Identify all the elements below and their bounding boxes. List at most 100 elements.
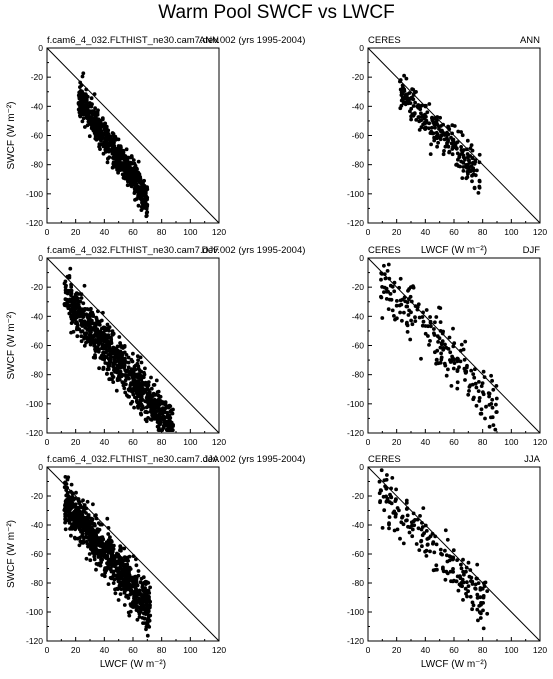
data-point [77, 511, 82, 516]
data-point [64, 504, 68, 508]
data-point [149, 395, 153, 400]
data-point [135, 617, 140, 622]
data-point [84, 531, 89, 536]
panel-title-left: f.cam6_4_032.FLTHIST_ne30.cam7.dev.002 (… [47, 454, 305, 465]
data-point [78, 518, 82, 523]
data-point [444, 373, 449, 378]
data-point [135, 354, 140, 359]
data-point [458, 583, 463, 588]
data-point [387, 276, 392, 281]
data-point [429, 125, 434, 130]
data-point [463, 339, 468, 344]
data-point [156, 406, 161, 411]
data-point [424, 548, 429, 553]
data-point [481, 595, 486, 600]
data-point [137, 596, 142, 601]
data-point [384, 486, 389, 491]
data-point [111, 156, 116, 161]
data-point [430, 116, 434, 121]
data-point [392, 314, 396, 318]
data-point [96, 550, 100, 554]
data-point [76, 497, 80, 502]
data-point [426, 536, 431, 540]
data-point [487, 403, 492, 407]
data-point [476, 389, 481, 393]
data-point [477, 160, 482, 165]
data-point [399, 103, 404, 108]
data-point [461, 580, 466, 585]
data-point [85, 525, 89, 530]
data-point [105, 326, 110, 330]
data-point [78, 307, 83, 311]
data-point [126, 175, 131, 180]
data-point [387, 526, 391, 531]
data-point [407, 91, 412, 95]
data-point [444, 345, 449, 350]
y-tick-label: 0 [359, 462, 364, 472]
data-point [87, 332, 92, 337]
data-point [105, 322, 110, 327]
data-point [438, 115, 442, 120]
data-point [124, 582, 129, 587]
data-point [133, 169, 138, 174]
data-point [155, 390, 160, 394]
data-point [406, 313, 411, 317]
data-point [466, 584, 471, 588]
data-point [464, 569, 468, 574]
data-point [389, 486, 393, 491]
data-point [433, 320, 437, 325]
data-point [410, 534, 415, 539]
data-point [382, 290, 386, 294]
data-point [117, 578, 121, 583]
one-to-one-line [46, 47, 220, 224]
data-point [68, 289, 72, 293]
data-point [457, 365, 461, 369]
data-point [425, 110, 430, 115]
data-point [377, 491, 382, 496]
data-point [131, 392, 136, 397]
data-point [383, 276, 388, 281]
data-point [146, 617, 151, 622]
data-point [76, 523, 81, 527]
data-point [444, 569, 449, 574]
data-point [109, 539, 114, 544]
data-point [116, 367, 120, 371]
data-point [494, 410, 499, 414]
y-tick-label: -120 [26, 428, 43, 438]
data-point [81, 116, 86, 121]
data-point [434, 563, 439, 568]
data-point [117, 335, 122, 339]
data-point [421, 310, 425, 315]
data-point [99, 353, 104, 358]
data-point [438, 320, 443, 324]
x-tick-label: 80 [478, 437, 488, 447]
data-point [65, 298, 69, 303]
data-point [455, 140, 460, 145]
data-point [143, 612, 148, 616]
data-point [455, 380, 460, 385]
data-point [424, 529, 429, 533]
x-axis-label: LWCF (W m⁻²) [421, 659, 487, 670]
data-point [115, 355, 120, 360]
data-point [402, 310, 406, 315]
data-point [482, 581, 486, 586]
data-point [451, 567, 455, 571]
data-point [443, 342, 447, 347]
data-point [86, 324, 91, 329]
data-point [139, 391, 144, 395]
data-point [97, 541, 102, 546]
x-tick-label: 0 [366, 227, 371, 237]
data-point [456, 157, 460, 162]
x-tick-label: 100 [504, 437, 518, 447]
data-point [441, 346, 446, 350]
x-tick-label: 100 [504, 227, 518, 237]
data-point [380, 316, 385, 320]
data-point [133, 586, 138, 590]
data-point [107, 143, 112, 148]
y-tick-label: -20 [31, 282, 44, 292]
data-point [490, 378, 494, 383]
y-tick-label: -40 [31, 311, 44, 321]
x-tick-label: 60 [128, 227, 138, 237]
data-point [440, 331, 445, 336]
data-point [82, 536, 86, 541]
